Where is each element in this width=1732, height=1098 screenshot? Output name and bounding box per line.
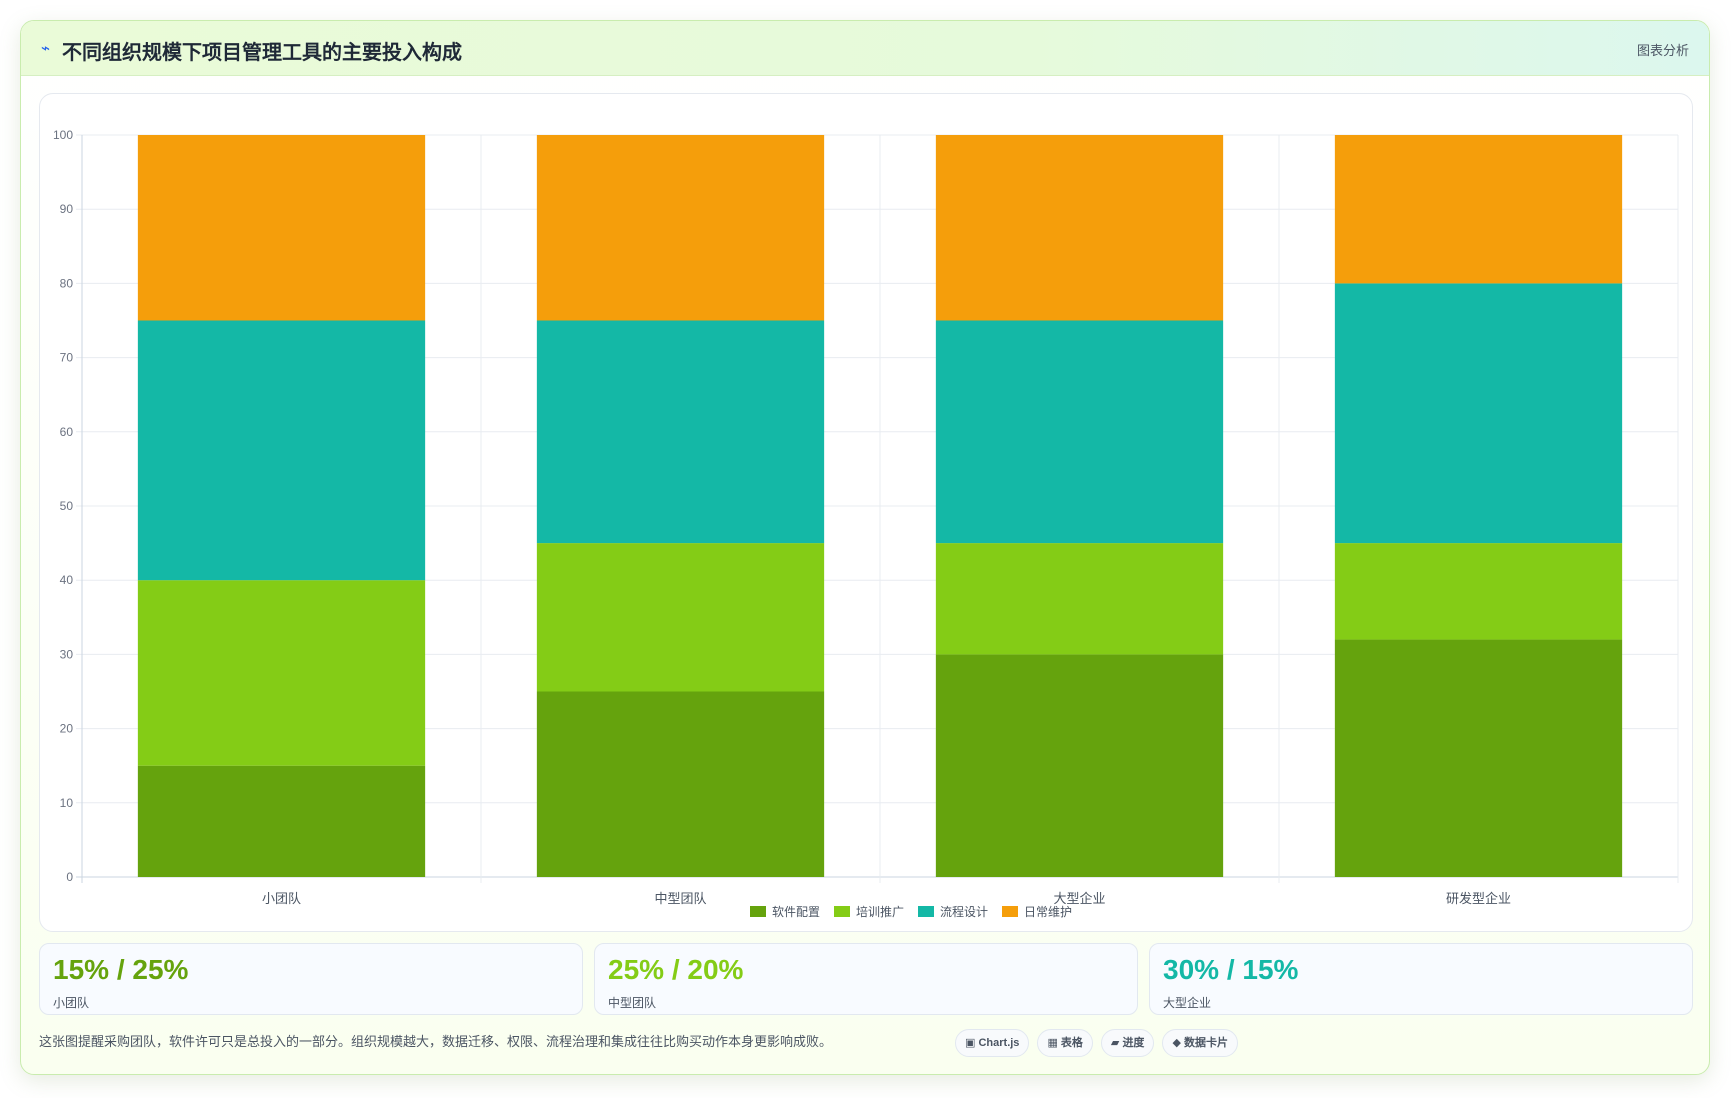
legend-label: 日常维护: [1024, 905, 1072, 919]
stat-value: 15% / 25%: [53, 954, 189, 985]
chart-logo-icon: ⌁: [41, 40, 51, 57]
stat-card-large-enterprise: 30% / 15% 大型企业: [1149, 943, 1693, 1015]
chart-panel: 0 10 20 30 40 50 60 70 80 90 100 小团队 中型团队 大型企业 研发型企业软件…: [39, 93, 1693, 932]
chip-chartjs[interactable]: ▣ Chart.js: [955, 1029, 1030, 1057]
bar-segment: [137, 135, 426, 321]
legend-label: 软件配置: [772, 905, 820, 919]
chart-icon: ▣: [965, 1037, 976, 1049]
bar-segment: [137, 320, 426, 581]
diamond-icon: ◆: [1172, 1037, 1181, 1049]
bar-segment: [536, 691, 825, 877]
progress-icon: ▰: [1110, 1037, 1120, 1049]
y-tick-label: 60: [60, 425, 74, 439]
legend-swatch: [918, 906, 934, 917]
stat-value: 25% / 20%: [608, 954, 744, 985]
x-tick-label: 研发型企业: [1446, 891, 1511, 906]
x-tick-label: 小团队: [262, 891, 301, 906]
legend-swatch: [834, 906, 850, 917]
y-tick-label: 40: [60, 573, 74, 587]
bar-segment: [1334, 283, 1623, 544]
y-tick-label: 10: [60, 796, 74, 810]
y-tick-label: 20: [60, 722, 74, 736]
table-icon: ▦: [1047, 1037, 1058, 1049]
chart-card: ⌁ 不同组织规模下项目管理工具的主要投入构成 图表分析 0 10 20 30 40 50 6…: [20, 20, 1710, 1075]
y-tick-label: 90: [60, 202, 74, 216]
stacked-bar-chart: 0 10 20 30 40 50 60 70 80 90 100 小团队 中型团队 大型企业 研发型企业软件…: [53, 128, 1679, 919]
stat-card-medium-team: 25% / 20% 中型团队: [594, 943, 1138, 1015]
footnote-text: 这张图提醒采购团队，软件许可只是总投入的一部分。组织规模越大，数据迁移、权限、流…: [39, 1034, 833, 1049]
bar-segment: [536, 135, 825, 321]
bar-segment: [935, 654, 1224, 877]
stat-label: 大型企业: [1163, 996, 1212, 1010]
chip-label: Chart.js: [978, 1037, 1020, 1049]
stat-value: 30% / 15%: [1163, 954, 1299, 985]
bar-segment: [137, 580, 426, 766]
bar-segment: [137, 765, 426, 877]
y-tick-label: 80: [60, 276, 74, 290]
stat-label: 小团队: [53, 996, 90, 1010]
bar-segment: [1334, 135, 1623, 284]
y-tick-label: 100: [53, 128, 73, 142]
y-tick-label: 50: [60, 499, 74, 513]
card-header: ⌁ 不同组织规模下项目管理工具的主要投入构成 图表分析: [21, 21, 1709, 76]
bar-segment: [536, 320, 825, 544]
legend-swatch: [750, 906, 766, 917]
page-title: 不同组织规模下项目管理工具的主要投入构成: [62, 42, 462, 64]
bar-segment: [935, 543, 1224, 655]
chip-table[interactable]: ▦ 表格: [1037, 1029, 1093, 1057]
legend-label: 培训推广: [856, 904, 904, 919]
bar-segment: [935, 320, 1224, 544]
bar-segment: [1334, 639, 1623, 877]
y-tick-label: 70: [60, 351, 74, 365]
legend-label: 流程设计: [940, 904, 988, 919]
chip-label: 进度: [1122, 1037, 1145, 1049]
header-tag: 图表分析: [1636, 43, 1689, 58]
y-tick-label: 30: [60, 647, 74, 661]
bar-segment: [935, 135, 1224, 321]
bar-segment: [1334, 543, 1623, 640]
chip-label: 数据卡片: [1183, 1037, 1228, 1049]
x-tick-label: 中型团队: [654, 891, 706, 906]
stat-card-small-team: 15% / 25% 小团队: [39, 943, 583, 1015]
chip-data-card[interactable]: ◆ 数据卡片: [1162, 1029, 1238, 1057]
x-tick-label: 大型企业: [1053, 891, 1105, 906]
chip-progress[interactable]: ▰ 进度: [1100, 1029, 1155, 1057]
feature-chips: ▣ Chart.js ▦ 表格 ▰ 进度 ◆ 数据卡片: [955, 1029, 1238, 1057]
bar-segment: [536, 543, 825, 692]
y-tick-label: 0: [66, 870, 73, 884]
chip-label: 表格: [1060, 1037, 1083, 1049]
stat-label: 中型团队: [608, 996, 657, 1010]
legend-swatch: [1002, 906, 1018, 917]
